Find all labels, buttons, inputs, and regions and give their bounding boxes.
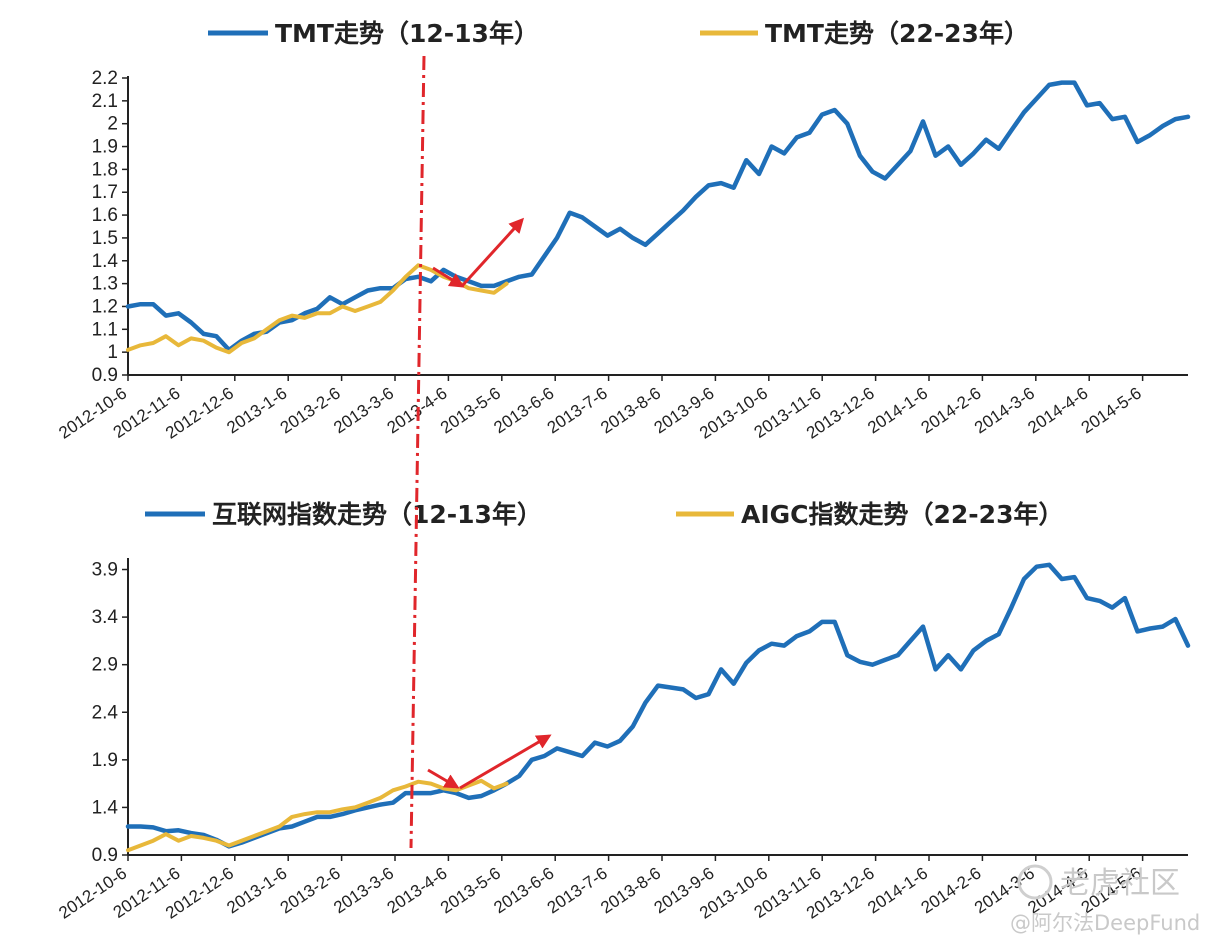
- tiger-logo-icon: [1017, 864, 1053, 900]
- y-axis-top: 0.911.11.21.31.41.51.61.71.81.922.12.2: [92, 68, 129, 386]
- legend-top: TMT走势（12-13年） TMT走势（22-23年）: [208, 19, 1029, 48]
- y-tick-label: 1.7: [92, 182, 118, 203]
- arrows-bottom: [427, 734, 552, 790]
- legend-bottom: 互联网指数走势（12-13年） AIGC指数走势（22-23年）: [145, 500, 1063, 529]
- y-tick-label: 1: [107, 342, 118, 363]
- y-tick-label: 3.4: [92, 607, 119, 628]
- y-tick-label: 1.3: [92, 274, 118, 295]
- y-tick-label: 1.8: [92, 159, 118, 180]
- series-line-12-13: [125, 80, 1191, 353]
- y-tick-label: 1.1: [92, 319, 118, 340]
- y-tick-label: 1.9: [92, 750, 118, 771]
- watermark: 老虎社区 @阿尔法DeepFund: [1010, 864, 1200, 935]
- y-tick-label: 0.9: [92, 365, 118, 386]
- y-tick-label: 0.9: [92, 845, 118, 866]
- y-tick-label: 1.2: [92, 296, 118, 317]
- legend-label-aigc-22-23: AIGC指数走势（22-23年）: [741, 500, 1063, 529]
- y-tick-label: 1.4: [92, 797, 119, 818]
- y-tick-label: 2.1: [92, 91, 118, 112]
- series-line-12-13: [125, 562, 1191, 849]
- y-tick-label: 2.4: [92, 702, 119, 723]
- watermark-handle: @阿尔法DeepFund: [1010, 911, 1200, 935]
- legend-label-internet-12-13: 互联网指数走势（12-13年）: [212, 500, 542, 529]
- y-tick-label: 1.6: [92, 205, 118, 226]
- legend-label-tmt-12-13: TMT走势（12-13年）: [275, 19, 539, 48]
- divider-line: [409, 55, 426, 849]
- arrow-down-bottom: [427, 768, 460, 789]
- y-axis-bottom: 0.9 1.4 1.9 2.4 2.9 3.4 3.9: [92, 558, 129, 866]
- legend-label-tmt-22-23: TMT走势（22-23年）: [765, 19, 1029, 48]
- y-tick-label: 2.2: [92, 68, 118, 89]
- series-line-22-23: [126, 263, 509, 355]
- y-tick-label: 1.4: [92, 251, 119, 272]
- y-tick-label: 2.9: [92, 655, 118, 676]
- y-tick-label: 2: [107, 114, 118, 135]
- watermark-brand: 老虎社区: [1060, 866, 1180, 901]
- y-tick-label: 1.5: [92, 228, 118, 249]
- arrow-up-bottom: [459, 734, 552, 790]
- plot-area-top: [125, 80, 1191, 355]
- arrow-down-top: [432, 266, 465, 288]
- arrows-top: [432, 217, 525, 288]
- y-tick-label: 1.9: [92, 137, 118, 158]
- y-tick-label: 3.9: [92, 560, 118, 581]
- arrow-up-top: [460, 217, 525, 288]
